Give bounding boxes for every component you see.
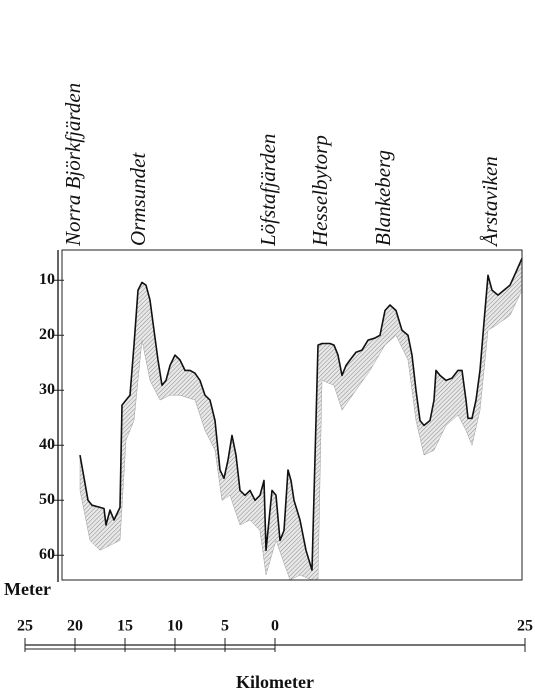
y-tick-label: 30 [39,381,55,398]
place-label: Årstaviken [478,156,502,248]
x-tick-label: 5 [221,618,229,635]
x-tick-label: 10 [167,618,183,635]
plot-frame [61,249,523,581]
hatched-band [79,258,523,581]
x-tick-label: 25 [17,618,33,635]
y-tick-label: 60 [39,546,55,563]
place-label: Norra Björkfjärden [61,83,85,247]
x-tick-label: 15 [117,618,133,635]
y-tick-label: 20 [39,326,55,343]
y-tick-label: 50 [39,491,55,508]
y-tick-label: 10 [39,271,55,288]
x-tick-label: 0 [271,618,279,635]
x-tick-label: 20 [67,618,83,635]
x-tick-label: 25 [517,618,533,635]
x-axis-title: Kilometer [236,672,314,692]
profile-line [79,257,523,571]
place-label: Löfstafjärden [256,134,280,247]
place-label: Blankeberg [371,150,395,246]
y-axis-title: Meter [4,579,51,599]
place-label: Ormsundet [126,152,150,246]
y-tick-label: 40 [39,436,55,453]
place-label: Hesselbytorp [308,135,332,247]
